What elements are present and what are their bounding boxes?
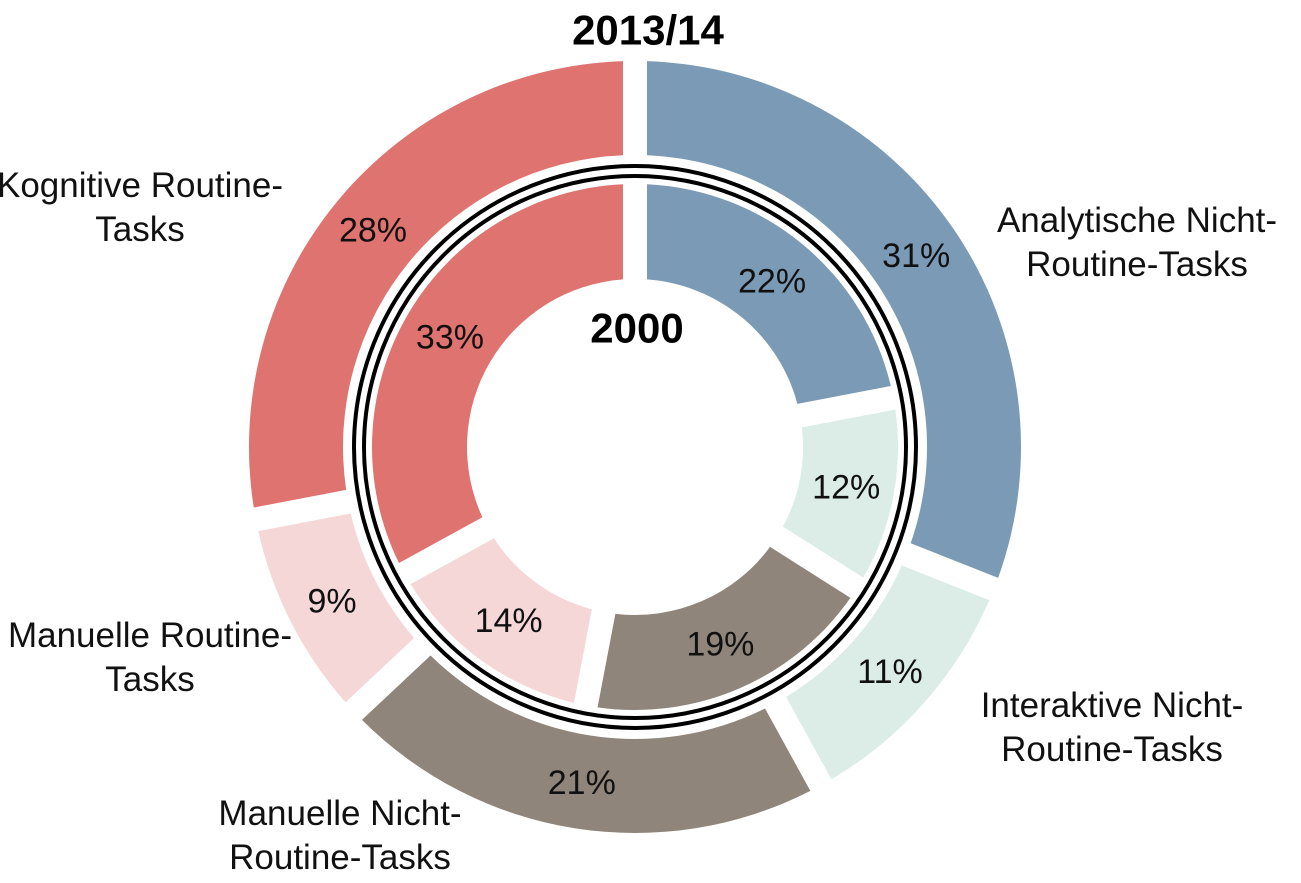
donut-segment	[597, 546, 851, 710]
category-label: Manuelle Routine-Tasks	[7, 616, 293, 699]
series-title: 2013/14	[572, 7, 724, 54]
donut-segment	[258, 513, 415, 703]
value-label: 9%	[307, 582, 356, 620]
value-label: 28%	[339, 211, 407, 249]
value-label: 31%	[882, 237, 950, 275]
category-label: Kognitive Routine-Tasks	[0, 166, 283, 249]
value-label: 21%	[548, 764, 616, 802]
series-title: 2000	[590, 305, 683, 352]
donut-segment	[647, 61, 1022, 578]
category-label: Interaktive Nicht-Routine-Tasks	[980, 686, 1244, 769]
category-label: Analytische Nicht-Routine-Tasks	[996, 201, 1278, 284]
divider-ring	[352, 164, 918, 730]
value-label: 33%	[416, 319, 484, 357]
value-label: 12%	[812, 468, 880, 506]
category-label: Manuelle Nicht-Routine-Tasks	[218, 794, 462, 877]
donut-segment	[361, 655, 811, 833]
donut-segment	[786, 565, 990, 780]
value-label: 11%	[857, 653, 923, 691]
donut-segment	[782, 409, 898, 578]
donut-segment	[372, 184, 623, 564]
donut-segment	[410, 538, 592, 703]
value-label: 22%	[738, 262, 806, 300]
donut-segment	[248, 61, 623, 508]
divider-ring	[362, 174, 908, 720]
value-label: 14%	[475, 602, 543, 640]
donut-segment	[647, 184, 891, 404]
value-label: 19%	[686, 625, 754, 663]
